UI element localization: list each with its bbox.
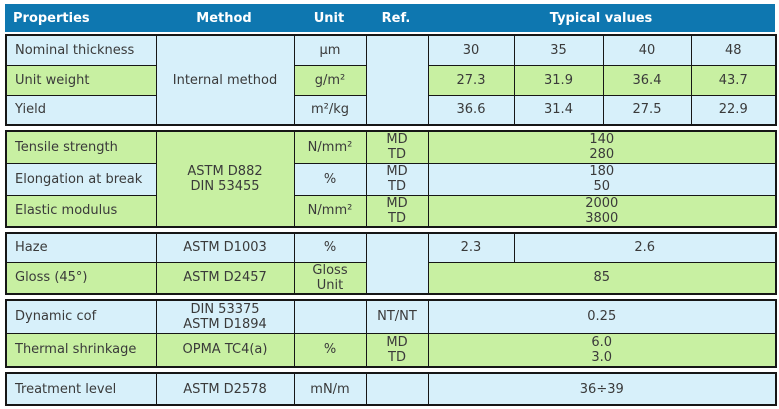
cell-ref-elastic-modulus: MD TD	[365, 194, 429, 228]
group-mechanical: Tensile strength ASTM D882 DIN 53455 N/m…	[5, 130, 778, 228]
ref-line: MD	[386, 132, 408, 148]
method-line: DIN 53375	[190, 301, 260, 317]
cell-method-internal: Internal method	[155, 34, 295, 126]
cell-ref-empty-group1	[365, 34, 429, 126]
cell-value-thickness-1: 30	[427, 34, 515, 66]
method-line: ASTM D882	[187, 164, 263, 179]
header-method: Method	[155, 4, 293, 32]
cell-unit-tensile-strength: N/mm²	[293, 130, 367, 164]
cell-unit-elastic-modulus: N/mm²	[293, 194, 367, 228]
ref-line: MD	[386, 334, 408, 350]
cell-ref-tensile-strength: MD TD	[365, 130, 429, 164]
ref-line: TD	[388, 147, 406, 163]
cell-value-yield-2: 31.4	[513, 94, 604, 126]
cell-value-yield-4: 22.9	[690, 94, 777, 126]
cell-unit-haze: %	[293, 232, 367, 263]
unit-line: Gloss	[312, 262, 348, 278]
cell-value-yield-1: 36.6	[427, 94, 515, 126]
header-unit: Unit	[293, 4, 365, 32]
datasheet-table: Properties Method Unit Ref. Typical valu…	[5, 4, 778, 406]
header-typical-values: Typical values	[427, 4, 776, 32]
cell-property-elongation: Elongation at break	[5, 162, 157, 196]
cell-unit-yield: m²/kg	[293, 94, 367, 126]
cell-ref-thermal-shrinkage: MD TD	[365, 332, 429, 368]
cell-value-dynamic-cof: 0.25	[427, 299, 777, 334]
cell-unit-unit-weight: g/m²	[293, 64, 367, 96]
cell-ref-dynamic-cof: NT/NT	[365, 299, 429, 334]
group-optical: Haze ASTM D1003 % 2.3 2.6 Gloss (45°) AS…	[5, 232, 777, 295]
cell-method-din-53375-astm-d1894: DIN 53375 ASTM D1894	[155, 299, 295, 334]
value-line: 280	[589, 147, 615, 163]
cell-value-thickness-3: 40	[602, 34, 692, 66]
value-line: 50	[593, 179, 611, 194]
ref-line: TD	[388, 349, 406, 365]
cell-value-thickness-2: 35	[513, 34, 604, 66]
cell-method-astm-d2578: ASTM D2578	[155, 372, 295, 406]
cell-ref-empty-group3	[365, 232, 429, 295]
cell-value-gloss: 85	[427, 261, 777, 295]
cell-property-tensile-strength: Tensile strength	[5, 130, 157, 164]
cell-ref-elongation: MD TD	[365, 162, 429, 196]
cell-unit-dynamic-cof	[293, 299, 367, 334]
group-surface: Dynamic cof DIN 53375 ASTM D1894 NT/NT 0…	[5, 299, 778, 368]
cell-ref-empty-group5	[365, 372, 429, 406]
cell-value-elastic-modulus: 2000 3800	[427, 194, 777, 228]
group-thickness: Nominal thickness Internal method µm 30 …	[5, 34, 777, 126]
table-header-row: Properties Method Unit Ref. Typical valu…	[5, 4, 776, 32]
cell-value-tensile-strength: 140 280	[427, 130, 777, 164]
group-treatment: Treatment level ASTM D2578 mN/m 36÷39	[5, 372, 778, 406]
cell-value-thickness-4: 48	[690, 34, 777, 66]
value-line: 3.0	[591, 349, 613, 365]
cell-method-astm-d2457: ASTM D2457	[155, 261, 295, 295]
cell-unit-elongation: %	[293, 162, 367, 196]
cell-property-treatment-level: Treatment level	[5, 372, 157, 406]
value-line: 6.0	[591, 334, 613, 350]
ref-line: MD	[386, 195, 408, 211]
cell-property-haze: Haze	[5, 232, 157, 263]
cell-value-thermal-shrinkage: 6.0 3.0	[427, 332, 777, 368]
cell-property-yield: Yield	[5, 94, 157, 126]
cell-unit-treatment-level: mN/m	[293, 372, 367, 406]
cell-value-elongation: 180 50	[427, 162, 777, 196]
ref-line: TD	[388, 179, 406, 194]
cell-method-astm-d1003: ASTM D1003	[155, 232, 295, 263]
cell-method-astm-d882-din-53455: ASTM D882 DIN 53455	[155, 130, 295, 228]
cell-property-dynamic-cof: Dynamic cof	[5, 299, 157, 334]
cell-property-unit-weight: Unit weight	[5, 64, 157, 96]
cell-method-opma-tc4: OPMA TC4(a)	[155, 332, 295, 368]
header-properties: Properties	[5, 4, 155, 32]
value-line: 140	[589, 132, 615, 148]
cell-value-yield-3: 27.5	[602, 94, 692, 126]
value-line: 180	[589, 164, 615, 179]
cell-value-unit-weight-3: 36.4	[602, 64, 692, 96]
cell-unit-gloss: Gloss Unit	[293, 261, 367, 295]
cell-property-elastic-modulus: Elastic modulus	[5, 194, 157, 228]
cell-value-haze-rest: 2.6	[513, 232, 777, 263]
header-ref: Ref.	[365, 4, 427, 32]
cell-property-gloss: Gloss (45°)	[5, 261, 157, 295]
value-line: 2000	[585, 195, 619, 211]
cell-unit-thermal-shrinkage: %	[293, 332, 367, 368]
cell-unit-nominal-thickness: µm	[293, 34, 367, 66]
cell-value-haze-1: 2.3	[427, 232, 515, 263]
cell-value-unit-weight-1: 27.3	[427, 64, 515, 96]
cell-value-treatment-level: 36÷39	[427, 372, 777, 406]
cell-value-unit-weight-2: 31.9	[513, 64, 604, 96]
cell-property-nominal-thickness: Nominal thickness	[5, 34, 157, 66]
ref-line: TD	[388, 210, 406, 226]
method-line: ASTM D1894	[183, 316, 267, 332]
method-line: DIN 53455	[190, 179, 260, 194]
ref-line: MD	[386, 164, 408, 179]
cell-value-unit-weight-4: 43.7	[690, 64, 777, 96]
cell-property-thermal-shrinkage: Thermal shrinkage	[5, 332, 157, 368]
value-line: 3800	[585, 210, 619, 226]
unit-line: Unit	[316, 277, 344, 293]
